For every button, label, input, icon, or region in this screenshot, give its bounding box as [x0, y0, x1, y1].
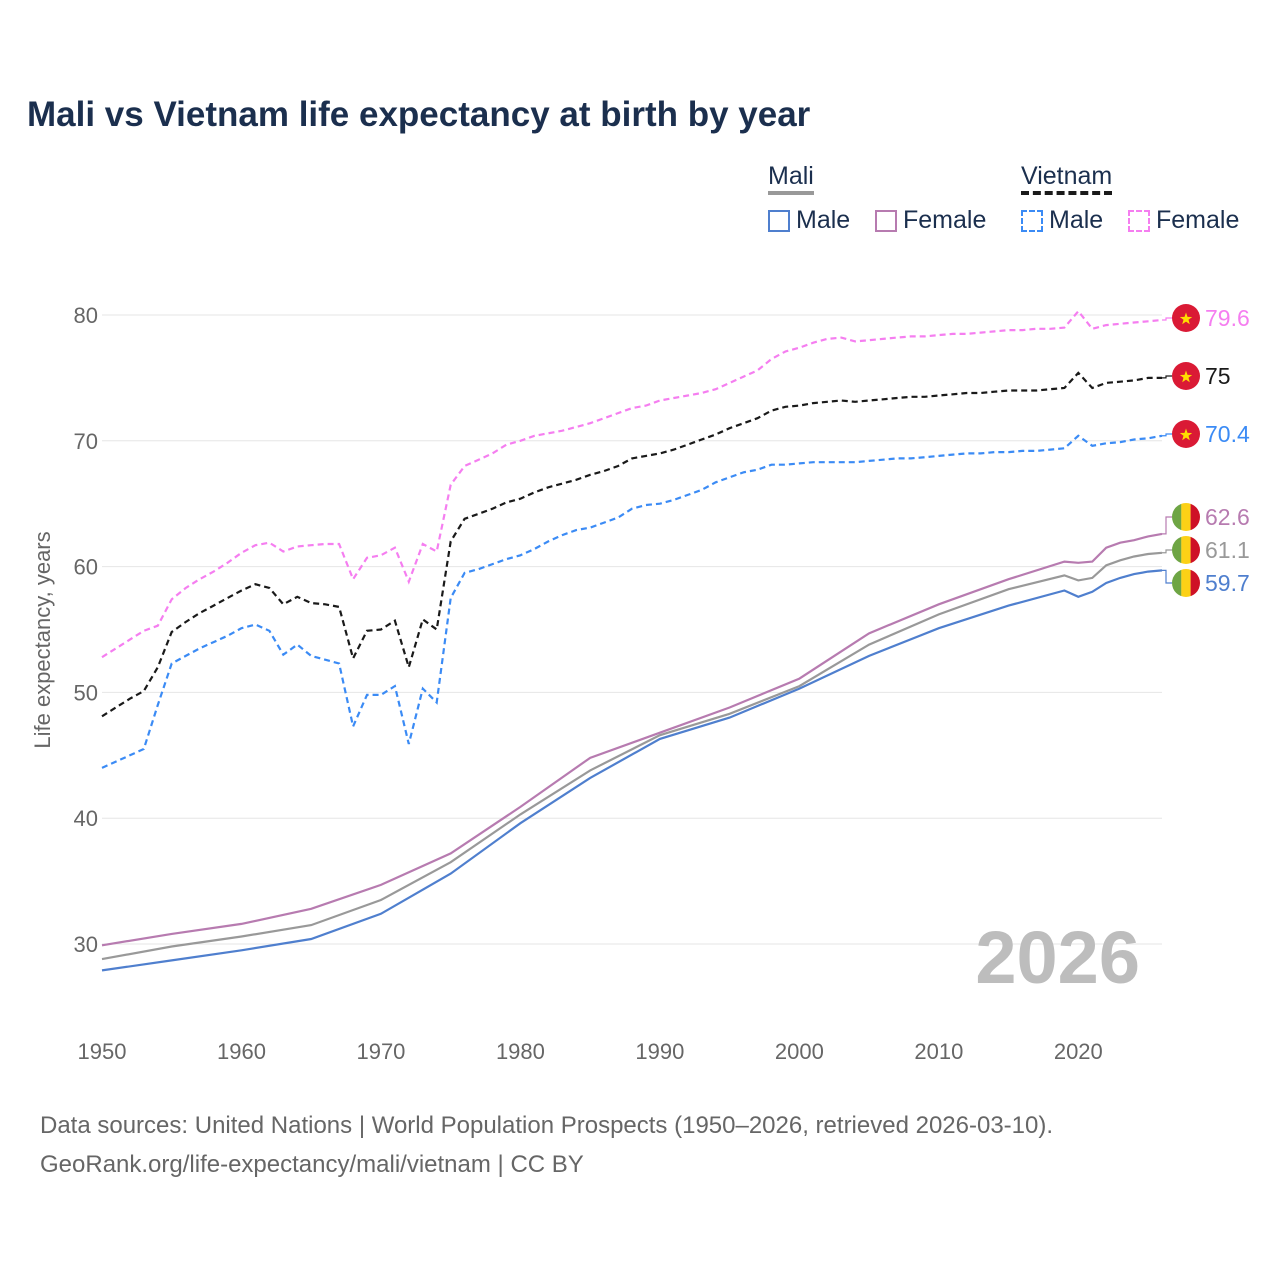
x-tick-label: 1970: [356, 1039, 405, 1064]
legend-swatch: [875, 209, 897, 232]
x-tick-label: 2020: [1054, 1039, 1103, 1064]
source-note: Data sources: United Nations | World Pop…: [40, 1112, 1054, 1178]
y-tick-label: 30: [74, 932, 98, 957]
x-tick-label: 1950: [78, 1039, 127, 1064]
y-tick-label: 40: [74, 806, 98, 831]
leader-line: [1162, 433, 1172, 437]
legend-vietnam-female[interactable]: Female: [1128, 206, 1239, 235]
series-line-vietnam-female[interactable]: [101, 309, 1163, 659]
legend-group-vietnam: Vietnam: [1021, 162, 1113, 195]
end-value-label: 70.4: [1205, 421, 1250, 447]
y-tick-label: 70: [74, 429, 98, 454]
series-line-mali-female[interactable]: [101, 532, 1163, 947]
series-line-mali-male[interactable]: [101, 569, 1163, 972]
y-axis-label: Life expectancy, years: [30, 531, 55, 748]
end-value-label: 79.6: [1205, 305, 1250, 331]
legend-group-mali: Mali: [768, 162, 814, 195]
y-tick-label: 50: [74, 680, 98, 705]
end-value-label: 59.7: [1205, 570, 1250, 596]
vietnam-flag-icon: [1172, 362, 1200, 390]
mali-flag-icon: [1172, 503, 1200, 531]
x-tick-label: 2000: [775, 1039, 824, 1064]
mali-flag-icon: [1172, 536, 1200, 564]
end-value-label: 75: [1205, 363, 1231, 389]
y-tick-label: 60: [74, 555, 98, 580]
x-tick-label: 1960: [217, 1039, 266, 1064]
series-line-mali[interactable]: [101, 551, 1163, 961]
end-value-label: 61.1: [1205, 537, 1250, 563]
chart-title: Mali vs Vietnam life expectancy at birth…: [27, 95, 811, 134]
vietnam-flag-icon: [1172, 304, 1200, 332]
series-line-vietnam[interactable]: [101, 371, 1162, 718]
vietnam-flag-icon: [1172, 420, 1200, 448]
leader-line: [1162, 375, 1172, 379]
legend-swatch: [1128, 209, 1150, 232]
series-line-vietnam-male[interactable]: [101, 434, 1163, 769]
y-tick-label: 80: [74, 303, 98, 328]
leader-line: [1162, 569, 1172, 584]
legend-swatch: [768, 209, 790, 232]
legend-vietnam-male[interactable]: Male: [1021, 206, 1103, 235]
x-tick-label: 1980: [496, 1039, 545, 1064]
leader-line: [1162, 549, 1172, 554]
legend-mali-male[interactable]: Male: [768, 206, 850, 235]
legend-swatch: [1021, 209, 1043, 232]
x-tick-label: 1990: [635, 1039, 684, 1064]
year-watermark: 2026: [975, 916, 1140, 999]
leader-line: [1162, 317, 1172, 321]
mali-flag-icon: [1172, 569, 1200, 597]
end-value-label: 62.6: [1205, 504, 1250, 530]
legend-mali-female[interactable]: Female: [875, 206, 986, 235]
leader-line: [1162, 516, 1172, 535]
x-tick-label: 2010: [914, 1039, 963, 1064]
